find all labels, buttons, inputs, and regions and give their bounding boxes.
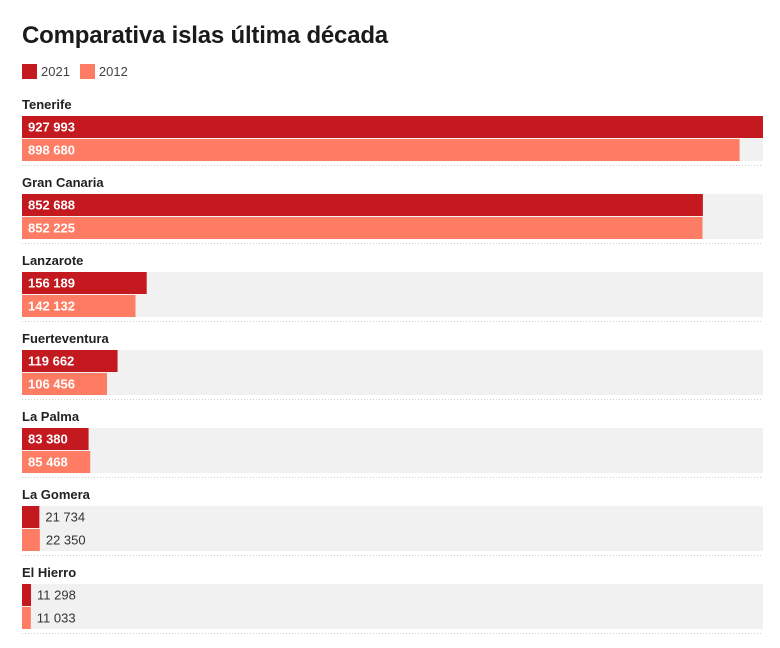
bar-2012-fuerteventura bbox=[22, 373, 108, 395]
data-label-2021-la-gomera: 21 734 bbox=[45, 510, 85, 525]
category-label-la-gomera: La Gomera bbox=[22, 487, 91, 502]
bar-2012-la-gomera bbox=[22, 529, 40, 551]
bar-2012-tenerife bbox=[22, 139, 740, 161]
bar-2012-el-hierro bbox=[22, 607, 31, 629]
category-label-la-palma: La Palma bbox=[22, 409, 80, 424]
chart-title: Comparativa islas última década bbox=[22, 22, 388, 49]
legend-label-2021: 2021 bbox=[41, 64, 70, 79]
legend-label-2012: 2012 bbox=[98, 64, 128, 79]
data-label-2021-la-palma: 83 380 bbox=[28, 432, 68, 447]
data-label-2012-el-hierro: 11 033 bbox=[37, 611, 76, 626]
bar-2012-la-palma bbox=[22, 451, 91, 473]
legend-swatch-2021 bbox=[22, 64, 37, 79]
bar-track-la-gomera bbox=[22, 506, 763, 551]
legend-swatch-2012 bbox=[79, 64, 95, 79]
bar-2012-lanzarote bbox=[22, 295, 136, 317]
data-label-2021-lanzarote: 156 189 bbox=[28, 276, 75, 291]
category-label-fuerteventura: Fuerteventura bbox=[22, 331, 109, 346]
data-label-2012-fuerteventura: 106 456 bbox=[28, 377, 75, 392]
data-label-2012-la-gomera: 22 350 bbox=[46, 533, 86, 548]
category-label-gran-canaria: Gran Canaria bbox=[22, 175, 104, 190]
data-label-2021-tenerife: 927 993 bbox=[28, 120, 75, 135]
data-label-2021-el-hierro: 11 298 bbox=[37, 588, 76, 603]
category-label-tenerife: Tenerife bbox=[22, 97, 72, 112]
bar-2021-gran-canaria bbox=[22, 194, 703, 216]
data-label-2012-gran-canaria: 852 225 bbox=[28, 221, 75, 236]
bar-2021-lanzarote bbox=[22, 272, 147, 294]
data-label-2021-fuerteventura: 119 662 bbox=[28, 354, 74, 369]
data-label-2021-gran-canaria: 852 688 bbox=[28, 198, 75, 213]
bar-2021-tenerife bbox=[22, 116, 763, 138]
bar-2021-la-gomera bbox=[22, 506, 40, 528]
legend-item-2021: 2021 bbox=[22, 64, 70, 79]
bar-track-fuerteventura bbox=[22, 350, 763, 395]
legend: 2021 2012 bbox=[22, 64, 138, 79]
bar-2021-la-palma bbox=[22, 428, 89, 450]
data-label-2012-lanzarote: 142 132 bbox=[28, 299, 75, 314]
legend-item-2012: 2012 bbox=[79, 64, 128, 79]
bar-2021-el-hierro bbox=[22, 584, 32, 606]
bar-2021-fuerteventura bbox=[22, 350, 118, 372]
bar-2012-gran-canaria bbox=[22, 217, 703, 239]
category-label-el-hierro: El Hierro bbox=[22, 565, 76, 580]
bar-track-la-palma bbox=[22, 428, 763, 473]
category-label-lanzarote: Lanzarote bbox=[22, 253, 83, 268]
data-label-2012-tenerife: 898 680 bbox=[28, 143, 75, 158]
bar-track-el-hierro bbox=[22, 584, 763, 629]
data-label-2012-la-palma: 85 468 bbox=[28, 455, 68, 470]
